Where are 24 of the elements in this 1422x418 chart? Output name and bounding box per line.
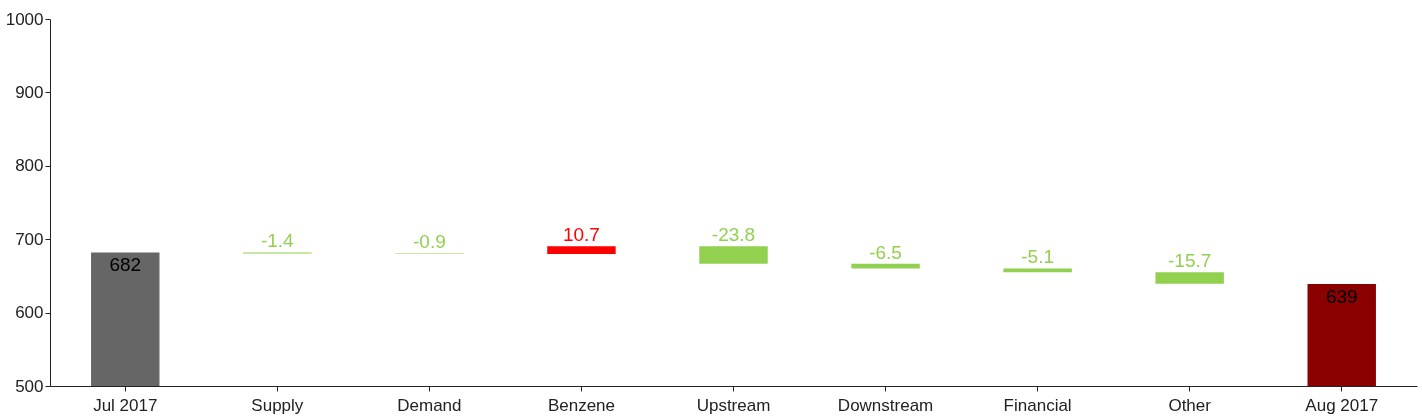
y-tick-label: 500: [15, 376, 44, 396]
y-tick-label: 1000: [5, 9, 44, 29]
x-tick-label: Financial: [1003, 395, 1072, 415]
y-tick-label: 700: [15, 229, 44, 249]
data-label: 639: [1325, 285, 1358, 307]
y-tick-label: 800: [15, 156, 44, 176]
data-label: -15.7: [1168, 250, 1212, 272]
x-tick-label: Supply: [251, 395, 304, 415]
data-label: -1.4: [260, 230, 295, 252]
x-tick-label: Downstream: [837, 395, 934, 415]
x-tick-label: Aug 2017: [1305, 395, 1379, 415]
data-label: -5.1: [1021, 246, 1054, 268]
x-tick-label: Upstream: [696, 395, 771, 415]
x-tick-label: Jul 2017: [93, 395, 158, 415]
y-tick-label: 900: [15, 82, 44, 102]
x-tick-label: Demand: [397, 395, 462, 415]
data-label: -0.9: [413, 231, 446, 253]
data-label: 682: [109, 254, 142, 276]
data-label: -23.8: [711, 224, 756, 246]
data-label: -6.5: [869, 241, 902, 263]
x-tick-label: Benzene: [547, 395, 615, 415]
y-tick-label: 600: [15, 303, 44, 323]
data-label: 10.7: [562, 224, 600, 246]
x-tick-label: Other: [1168, 395, 1212, 415]
